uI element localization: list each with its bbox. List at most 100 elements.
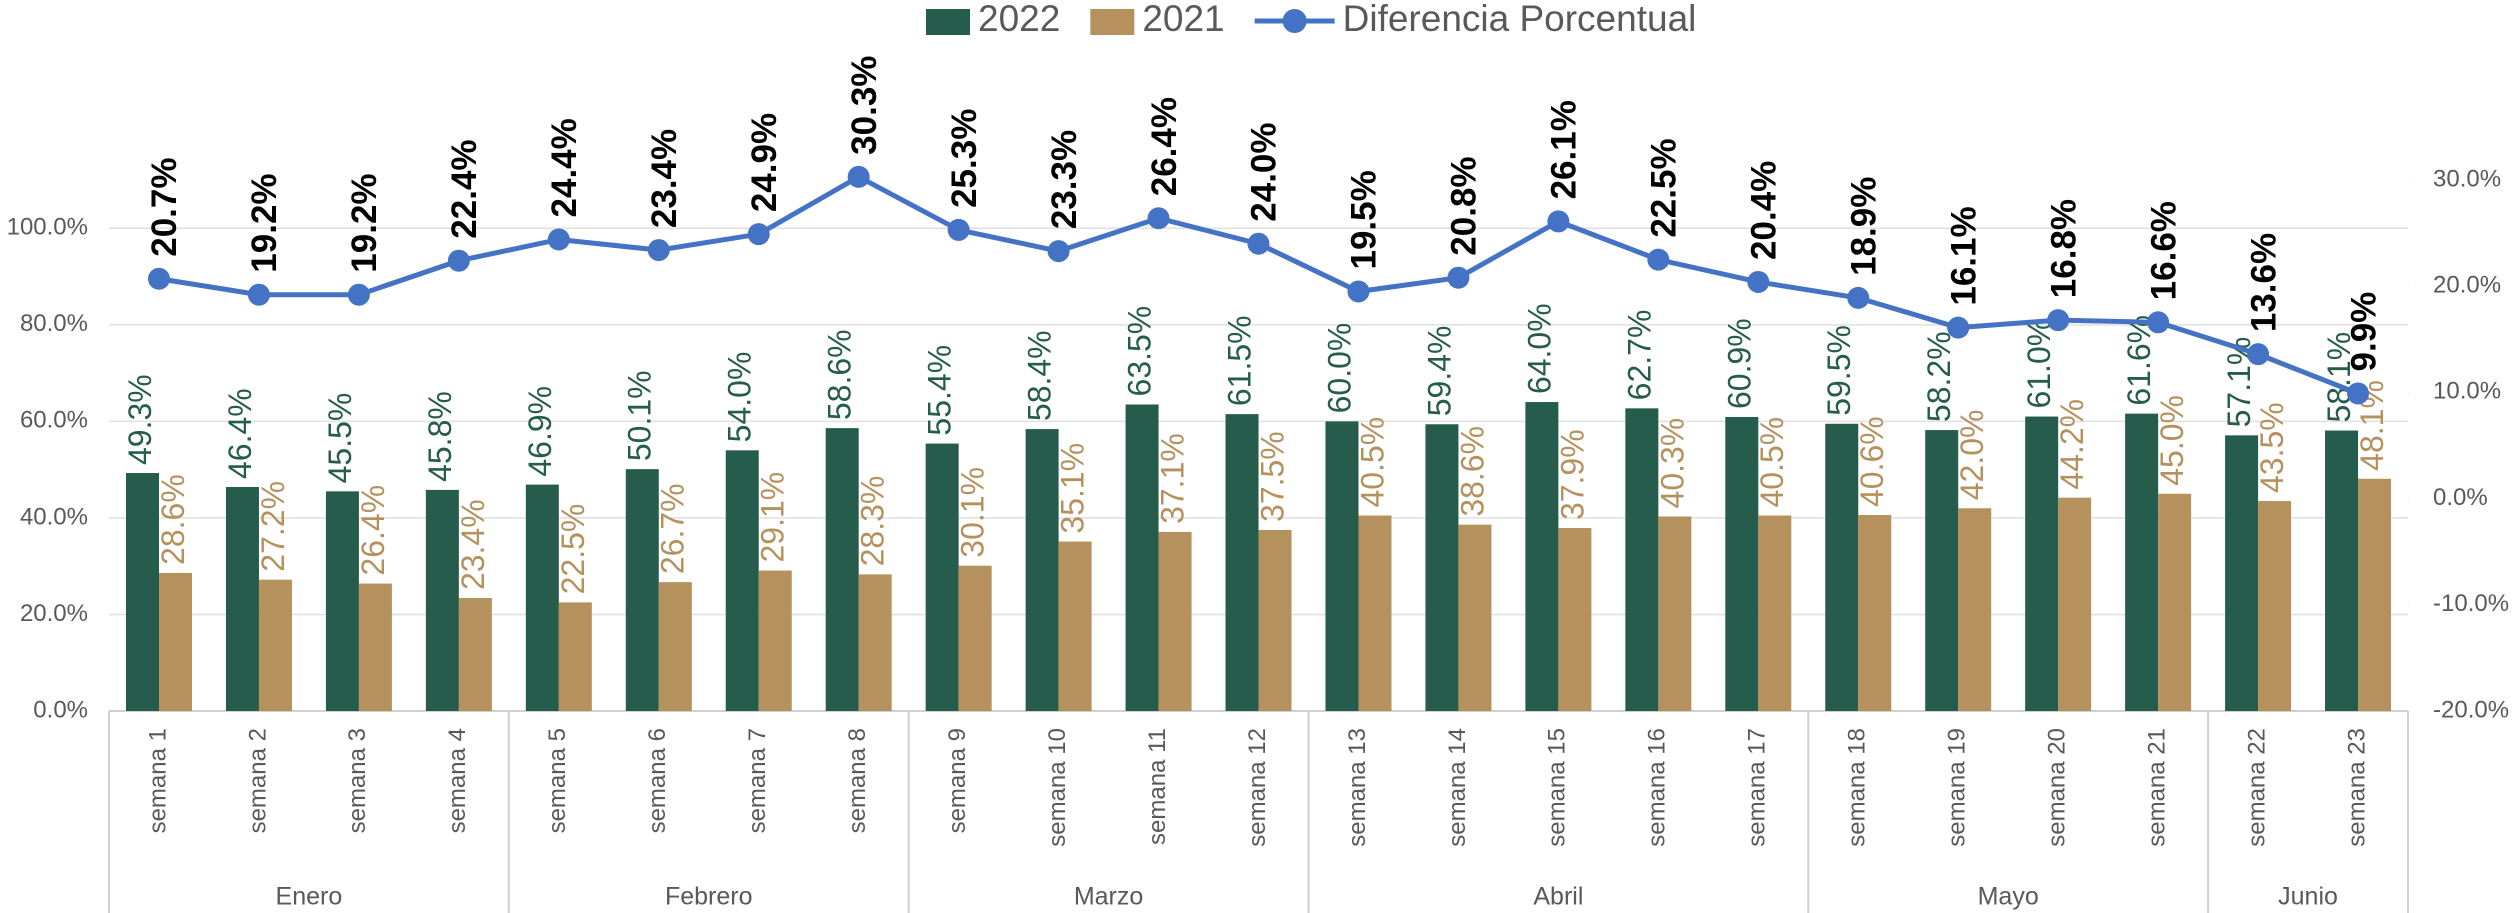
legend-label: 2022 — [978, 0, 1060, 39]
bar-value-label: 58.4% — [1022, 330, 1058, 421]
bar-value-label: 44.2% — [2054, 399, 2090, 490]
bar — [758, 570, 792, 711]
bar — [1958, 508, 1992, 711]
bar-value-label: 58.6% — [822, 329, 858, 420]
bar-value-label: 40.3% — [1654, 418, 1690, 509]
y2-tick-label: 30.0% — [2433, 165, 2501, 192]
bar-value-label: 28.6% — [155, 474, 191, 565]
bar-value-label: 45.5% — [322, 393, 358, 484]
x-tick-label: semana 1 — [144, 728, 171, 833]
bar-value-label: 60.0% — [1321, 323, 1357, 414]
bar — [658, 582, 692, 711]
line-value-label: 18.9% — [1844, 177, 1883, 276]
bar-value-label: 61.5% — [1221, 315, 1257, 406]
bar — [1358, 515, 1392, 711]
bar — [1025, 429, 1059, 711]
bar — [458, 598, 492, 711]
line-marker — [647, 239, 670, 262]
bar — [625, 469, 659, 711]
line-value-label: 22.5% — [1645, 138, 1684, 237]
bar-value-label: 28.3% — [855, 476, 891, 567]
y-tick-label: 20.0% — [20, 600, 88, 627]
bar-value-label: 30.1% — [955, 467, 991, 558]
bar-value-label: 40.5% — [1754, 417, 1790, 508]
bar — [2325, 430, 2359, 711]
line-value-label: 19.2% — [345, 173, 384, 272]
bar — [1925, 430, 1959, 711]
y-tick-label: 60.0% — [20, 407, 88, 434]
bar — [1758, 515, 1792, 711]
line-value-label: 30.3% — [845, 56, 884, 155]
bar-value-label: 26.7% — [655, 483, 691, 574]
bar — [258, 579, 292, 711]
bar-value-label: 40.5% — [1354, 417, 1390, 508]
bar — [2158, 493, 2192, 711]
bar — [2358, 478, 2392, 711]
bar — [1825, 423, 1859, 711]
line-marker — [2047, 309, 2070, 332]
line-marker — [1047, 240, 1070, 263]
line-value-label: 20.7% — [145, 158, 184, 257]
legend-swatch — [1282, 9, 1307, 33]
legend-swatch — [926, 9, 970, 35]
bar-value-label: 42.0% — [1954, 410, 1990, 501]
line-value-label: 26.4% — [1145, 97, 1184, 196]
bar-value-label: 23.4% — [455, 499, 491, 590]
bar — [2025, 416, 2059, 711]
bar — [2058, 497, 2092, 711]
line-value-label: 20.4% — [1745, 161, 1784, 260]
line-marker — [2347, 382, 2370, 405]
line-value-label: 16.6% — [2144, 201, 2183, 300]
bar — [825, 428, 859, 711]
legend-label: Diferencia Porcentual — [1343, 0, 1697, 39]
line-marker — [247, 283, 270, 306]
line-marker — [547, 228, 570, 251]
group-label: Marzo — [1074, 883, 1143, 911]
x-tick-label: semana 6 — [644, 728, 671, 833]
bar — [325, 491, 359, 711]
line-marker — [147, 267, 170, 290]
bar-value-label: 43.5% — [2254, 402, 2290, 493]
y-tick-label: 100.0% — [7, 214, 88, 241]
bar-value-label: 40.6% — [1854, 416, 1890, 507]
bar — [1225, 414, 1259, 711]
bar — [1725, 417, 1759, 711]
line-value-label: 22.4% — [445, 139, 484, 238]
x-tick-label: semana 21 — [2143, 728, 2170, 847]
line-value-label: 24.4% — [545, 118, 584, 217]
bar — [1325, 421, 1359, 711]
bar-value-label: 46.4% — [222, 388, 258, 479]
bar-value-label: 45.8% — [422, 391, 458, 482]
line-marker — [1547, 210, 1570, 233]
legend-swatch — [1090, 9, 1135, 35]
bar-value-label: 58.2% — [1921, 331, 1957, 422]
x-tick-label: semana 9 — [944, 728, 971, 833]
line-marker — [1247, 232, 1270, 255]
line-marker — [347, 283, 370, 306]
bar — [1058, 541, 1092, 711]
x-tick-label: semana 7 — [744, 728, 771, 833]
bar-value-label: 59.5% — [1821, 325, 1857, 416]
x-tick-label: semana 19 — [1944, 728, 1971, 847]
y2-tick-label: 10.0% — [2433, 378, 2501, 405]
x-tick-label: semana 16 — [1644, 728, 1671, 847]
legend-label: 2021 — [1142, 0, 1224, 39]
bar-value-label: 45.0% — [2154, 395, 2190, 486]
bar — [525, 484, 559, 711]
bar-value-label: 29.1% — [755, 472, 791, 563]
line-marker — [947, 218, 970, 241]
bar — [1858, 515, 1892, 711]
line-value-label: 25.3% — [945, 109, 984, 208]
bar — [1258, 529, 1292, 711]
x-tick-label: semana 17 — [1744, 728, 1771, 847]
x-tick-label: semana 8 — [844, 728, 871, 833]
line-value-label: 16.1% — [1944, 206, 1983, 305]
bar-value-label: 37.5% — [1254, 431, 1290, 522]
x-tick-label: semana 5 — [544, 728, 571, 833]
x-tick-label: semana 4 — [444, 728, 471, 833]
line-marker — [1147, 207, 1170, 230]
line-marker — [1747, 270, 1770, 293]
bar — [1125, 404, 1159, 711]
line-marker — [847, 165, 870, 188]
bar-value-label: 58.1% — [2321, 332, 2357, 423]
